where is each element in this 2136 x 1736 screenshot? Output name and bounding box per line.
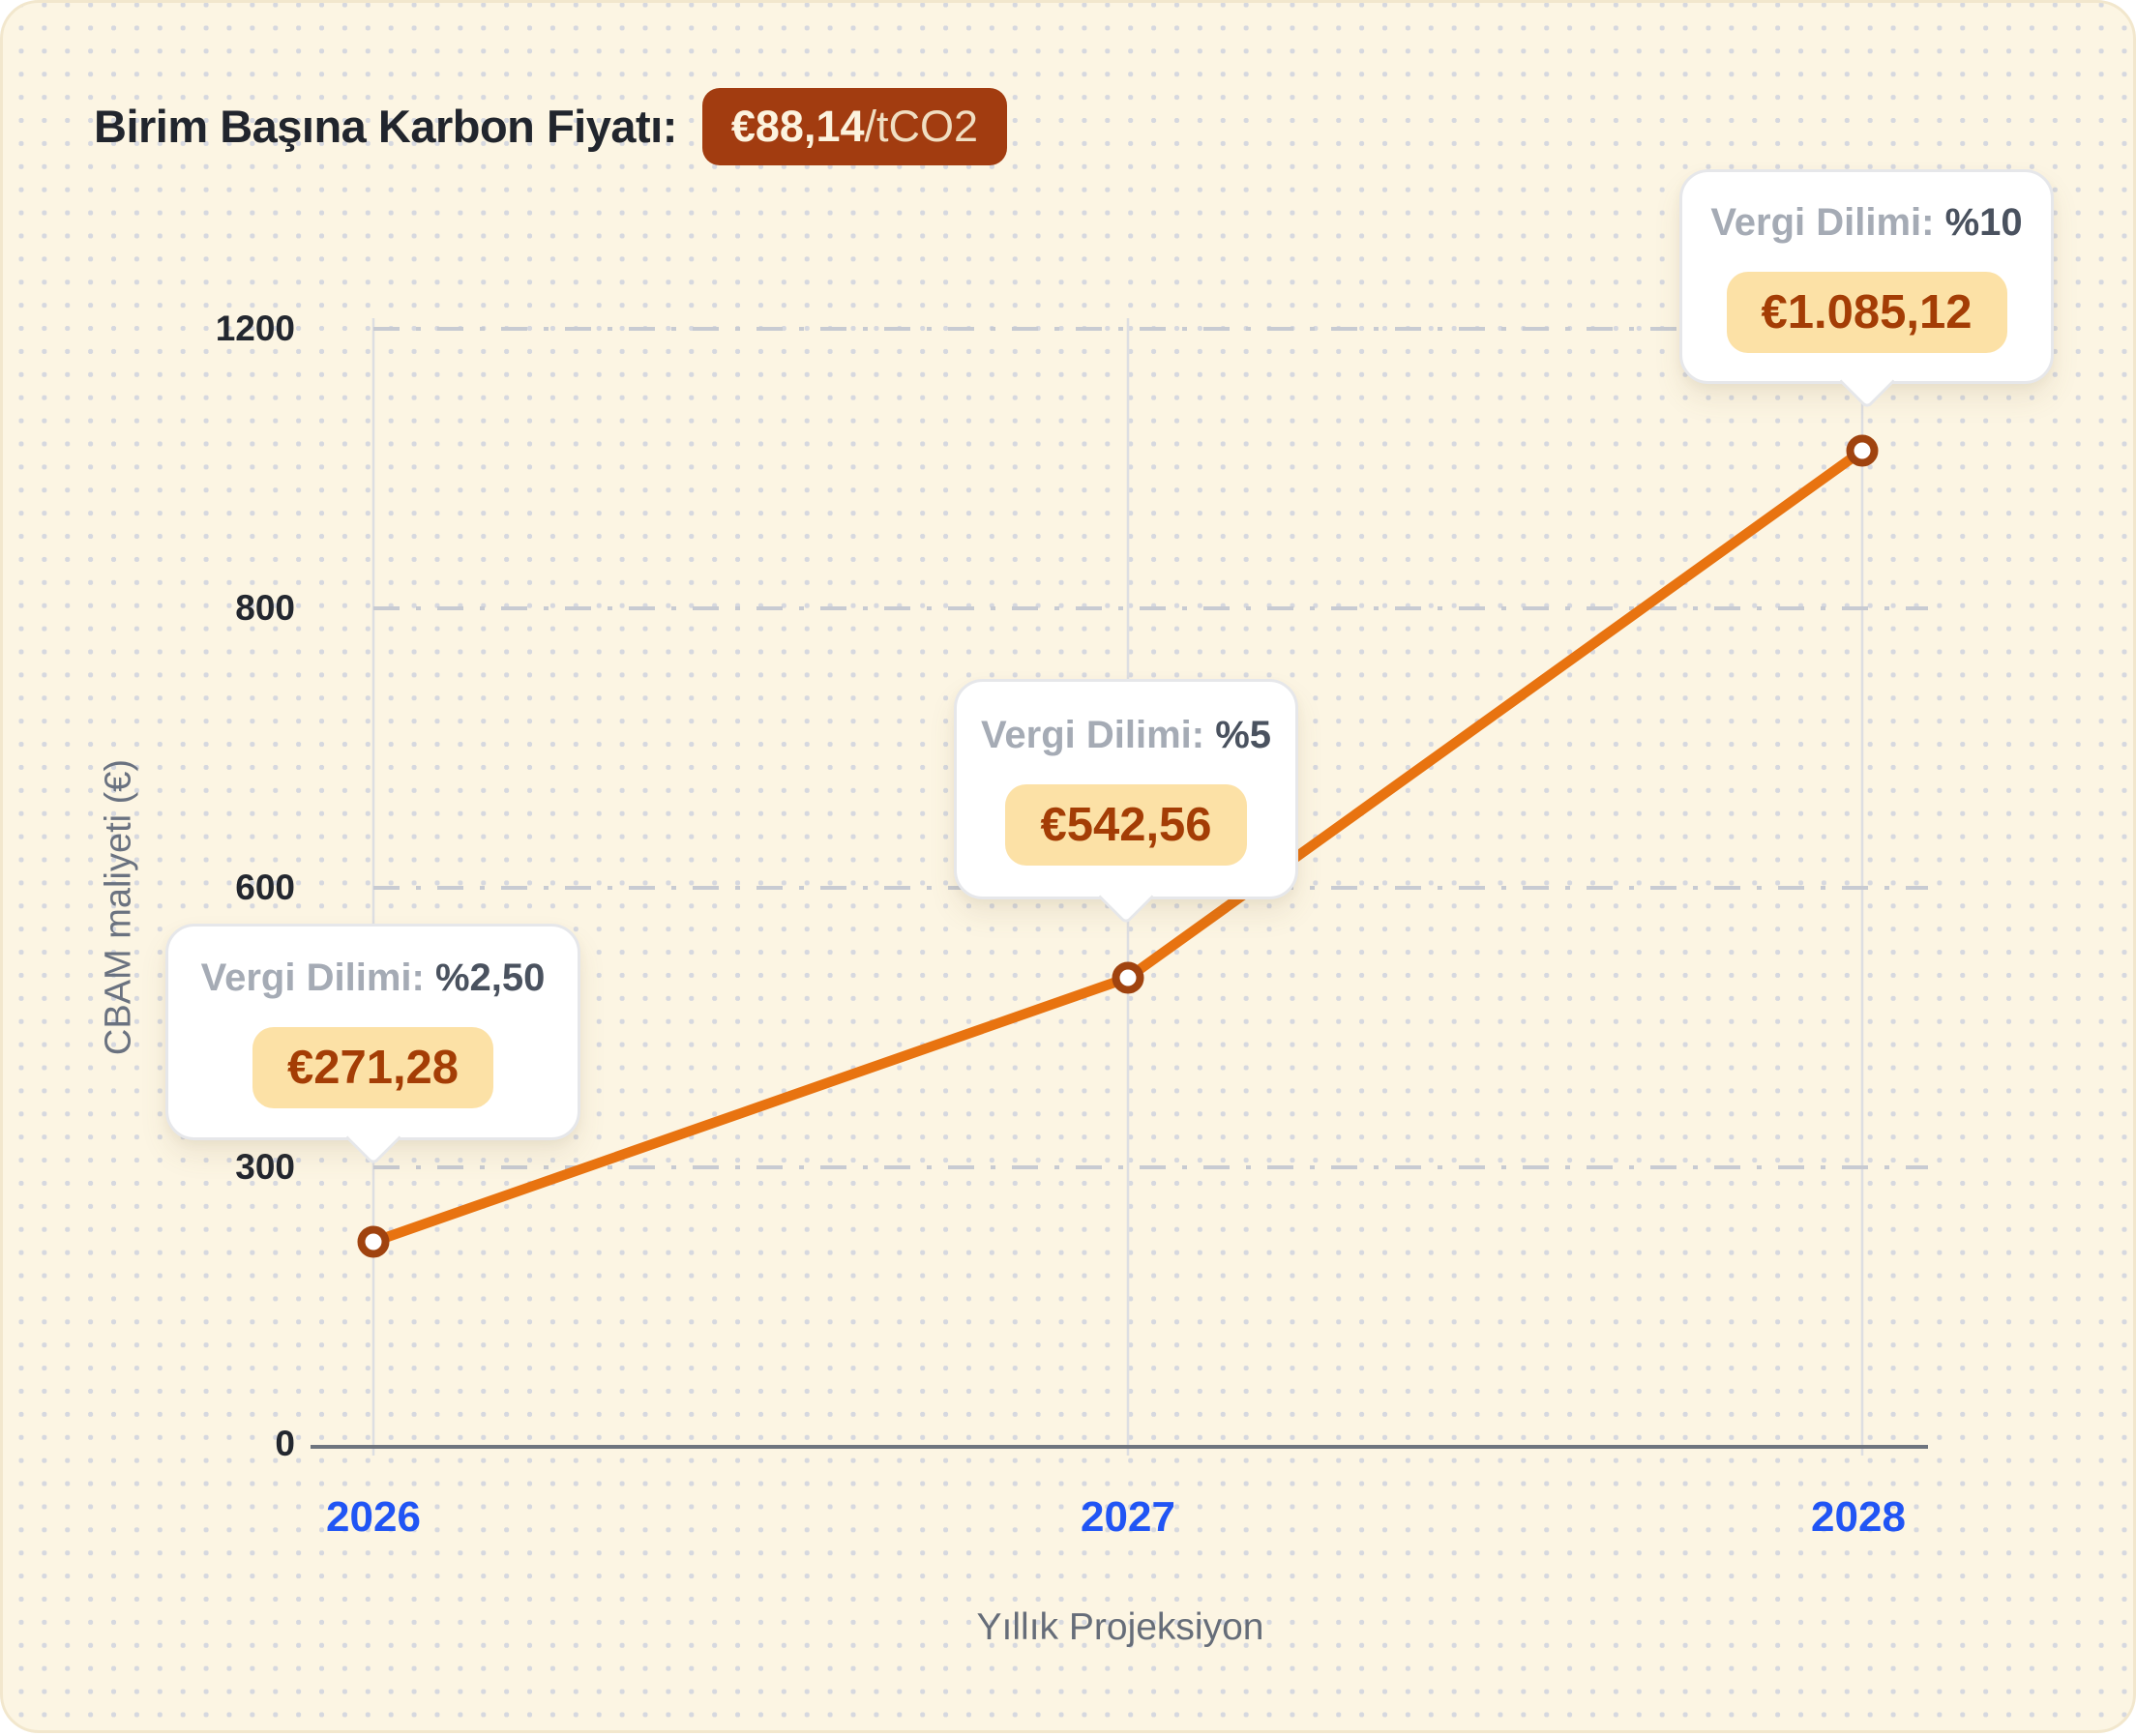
tax-bracket-label: Vergi Dilimi: — [1710, 200, 1935, 244]
y-axis-title: CBAM maliyeti (€) — [98, 758, 139, 1056]
y-axis-tick-label: 0 — [275, 1424, 295, 1463]
y-axis-tick-label: 1200 — [215, 309, 295, 348]
tooltip-tax-bracket-row: Vergi Dilimi: %2,50 — [201, 956, 546, 1000]
tooltip-tax-bracket-row: Vergi Dilimi: %10 — [1710, 201, 2022, 245]
tooltip-2027: Vergi Dilimi: %5 €542,56 — [954, 679, 1298, 926]
tooltip-2026: Vergi Dilimi: %2,50 €271,28 — [165, 924, 580, 1166]
carbon-price-unit: /tCO2 — [864, 102, 979, 151]
tooltip-amount-badge: €542,56 — [1005, 783, 1247, 866]
y-axis-tick-label: 800 — [235, 588, 295, 628]
tooltip-amount-badge: €271,28 — [252, 1026, 494, 1108]
y-axis-tick-label: 600 — [235, 868, 295, 907]
tooltip-amount-badge: €1.085,12 — [1726, 271, 2007, 353]
tax-bracket-value: %2,50 — [434, 956, 546, 999]
tax-bracket-label: Vergi Dilimi: — [200, 956, 425, 999]
tax-bracket-value: %5 — [1215, 713, 1272, 756]
x-axis-label-2027: 2027 — [1081, 1493, 1175, 1541]
header: Birim Başına Karbon Fiyatı: €88,14/tCO2 — [94, 88, 1008, 165]
tooltip-2028: Vergi Dilimi: %10 €1.085,12 — [1679, 169, 2054, 410]
data-point-2026[interactable] — [357, 1225, 390, 1258]
tax-bracket-value: %10 — [1944, 200, 2023, 244]
page-title: Birim Başına Karbon Fiyatı: — [94, 101, 677, 152]
carbon-price-badge: €88,14/tCO2 — [701, 88, 1008, 165]
tax-bracket-label: Vergi Dilimi: — [980, 713, 1205, 756]
carbon-price-value: €88,14 — [730, 102, 865, 151]
x-axis-title: Yıllık Projeksiyon — [976, 1606, 1264, 1648]
tooltip-tax-bracket-row: Vergi Dilimi: %5 — [981, 714, 1271, 757]
data-point-2027[interactable] — [1112, 961, 1144, 994]
x-axis-label-2028: 2028 — [1811, 1493, 1906, 1541]
x-axis-label-2026: 2026 — [326, 1493, 421, 1541]
y-axis-tick-label: 300 — [235, 1147, 295, 1187]
data-point-2028[interactable] — [1846, 434, 1879, 467]
